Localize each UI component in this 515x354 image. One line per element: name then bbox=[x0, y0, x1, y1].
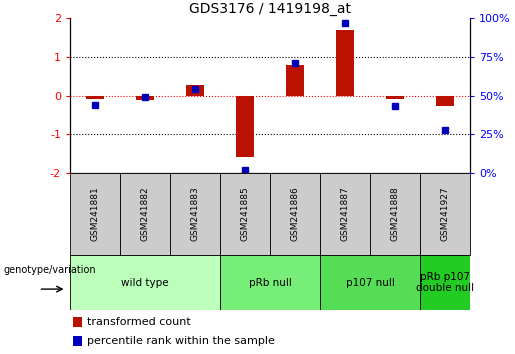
Bar bbox=[270, 173, 320, 255]
Title: GDS3176 / 1419198_at: GDS3176 / 1419198_at bbox=[189, 1, 351, 16]
Bar bbox=[436, 96, 454, 106]
Bar bbox=[220, 173, 270, 255]
Bar bbox=[420, 173, 470, 255]
Text: GSM241882: GSM241882 bbox=[141, 187, 149, 241]
Text: genotype/variation: genotype/variation bbox=[4, 266, 96, 275]
Text: transformed count: transformed count bbox=[87, 317, 191, 327]
Bar bbox=[120, 173, 170, 255]
Bar bbox=[70, 173, 120, 255]
Bar bbox=[370, 173, 420, 255]
Text: GSM241887: GSM241887 bbox=[340, 187, 350, 241]
Bar bbox=[86, 96, 104, 99]
Bar bbox=[286, 65, 304, 96]
Text: percentile rank within the sample: percentile rank within the sample bbox=[87, 336, 275, 346]
Bar bbox=[236, 96, 254, 157]
Text: GSM241888: GSM241888 bbox=[390, 187, 400, 241]
Text: GSM241881: GSM241881 bbox=[91, 187, 99, 241]
Text: GSM241885: GSM241885 bbox=[241, 187, 249, 241]
Text: wild type: wild type bbox=[121, 278, 169, 287]
Bar bbox=[70, 255, 220, 310]
Bar bbox=[320, 173, 370, 255]
Text: pRb p107
double null: pRb p107 double null bbox=[416, 272, 474, 293]
Bar bbox=[136, 96, 154, 100]
Bar bbox=[74, 317, 82, 327]
Text: GSM241883: GSM241883 bbox=[191, 187, 199, 241]
Text: GSM241927: GSM241927 bbox=[440, 187, 450, 241]
Text: GSM241886: GSM241886 bbox=[290, 187, 300, 241]
Bar bbox=[74, 336, 82, 346]
Bar bbox=[186, 85, 204, 96]
Bar bbox=[170, 173, 220, 255]
Bar bbox=[420, 255, 470, 310]
Bar bbox=[320, 255, 420, 310]
Text: pRb null: pRb null bbox=[249, 278, 291, 287]
Bar bbox=[220, 255, 320, 310]
Bar bbox=[336, 30, 354, 96]
Text: p107 null: p107 null bbox=[346, 278, 394, 287]
Bar bbox=[386, 96, 404, 99]
